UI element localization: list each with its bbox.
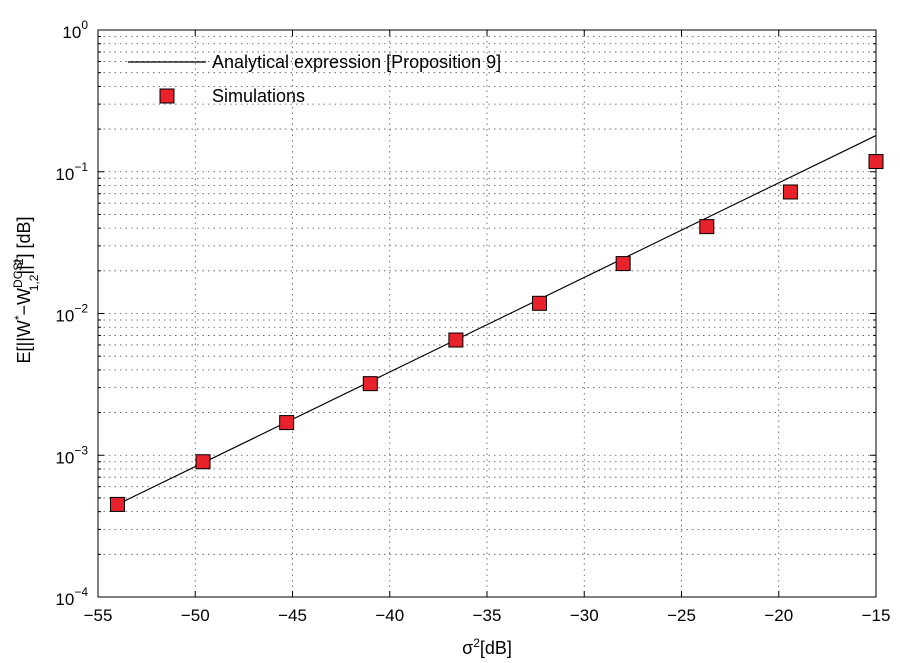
simulation-point	[868, 154, 884, 170]
analytical-line	[117, 135, 877, 505]
x-tick-label: −15	[862, 606, 891, 625]
simulation-point	[532, 295, 548, 311]
axis-ticks: −55 −50 −45 −40 −35 −30 −25 −20 −15 10−4 10−3 10−2 1…	[55, 18, 890, 625]
x-tick-label: −35	[473, 606, 502, 625]
x-axis-label-base: σ	[462, 638, 473, 658]
series-layer	[109, 135, 884, 512]
simulation-point	[362, 376, 378, 392]
simulation-point	[109, 496, 125, 512]
x-tick-label: −25	[667, 606, 696, 625]
grid	[98, 30, 876, 597]
x-axis-label: σ2[dB]	[462, 636, 512, 658]
x-tick-label: −40	[375, 606, 404, 625]
legend-marker-swatch	[159, 88, 175, 104]
y-tick-label: 10−2	[55, 302, 88, 326]
simulation-point	[699, 219, 715, 235]
simulation-point	[448, 332, 464, 348]
x-tick-label: −55	[84, 606, 113, 625]
legend-label-simulations: Simulations	[212, 86, 305, 106]
y-tick-label: 10−4	[55, 585, 88, 609]
simulation-point	[782, 184, 798, 200]
simulation-point	[195, 454, 211, 470]
x-tick-label: −45	[278, 606, 307, 625]
y-tick-label: 10−1	[55, 160, 88, 184]
y-tick-label: 100	[62, 18, 88, 42]
simulation-point	[279, 415, 295, 431]
legend-label-analytical: Analytical expression [Proposition 9]	[212, 52, 501, 72]
simulation-point	[615, 256, 631, 272]
x-axis-label-rest: [dB]	[480, 638, 512, 658]
x-axis-label-sup: 2	[473, 636, 480, 650]
x-tick-label: −20	[764, 606, 793, 625]
y-tick-label: 10−3	[55, 443, 88, 467]
x-tick-label: −30	[570, 606, 599, 625]
x-tick-label: −50	[181, 606, 210, 625]
legend: Analytical expression [Proposition 9] Sim…	[128, 52, 501, 106]
